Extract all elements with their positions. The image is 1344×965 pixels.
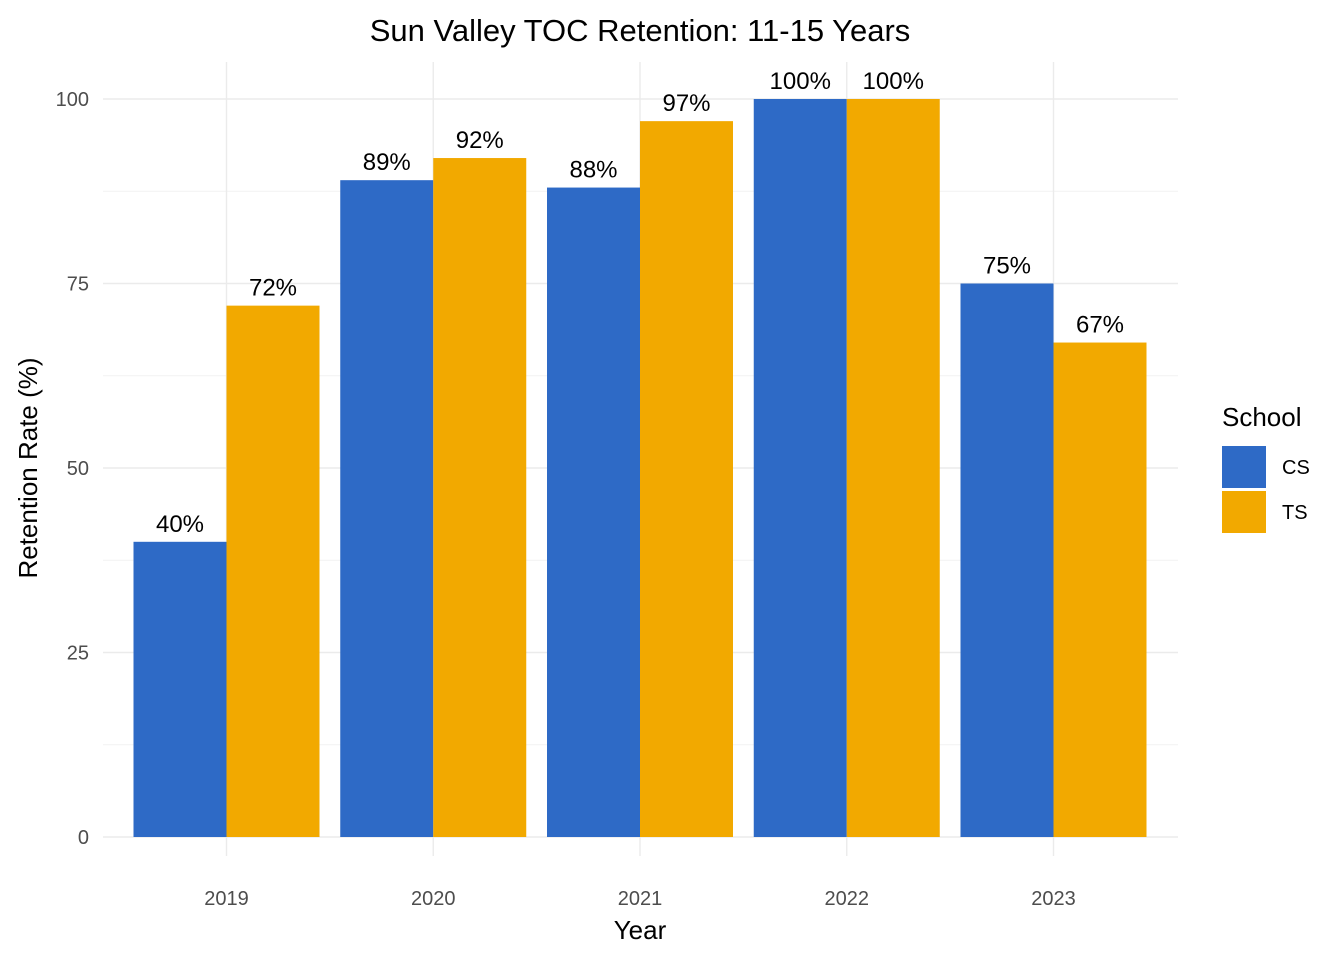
bar-ts-2023 bbox=[1053, 342, 1147, 837]
data-labels: 40% 89% 88% 100% 75% 72% 92% 97% 100% 67% bbox=[156, 68, 1124, 538]
y-tick-label: 25 bbox=[67, 643, 89, 665]
y-tick-label: 75 bbox=[67, 274, 89, 296]
bars bbox=[133, 99, 1147, 838]
y-axis-title: Retention Rate (%) bbox=[13, 357, 43, 578]
legend: School CS TS bbox=[1222, 402, 1310, 533]
x-tick-label: 2020 bbox=[411, 888, 456, 910]
x-tick-label: 2021 bbox=[618, 888, 663, 910]
y-axis-ticks: 0 25 50 75 100 bbox=[56, 89, 89, 849]
chart-title: Sun Valley TOC Retention: 11-15 Years bbox=[370, 13, 911, 48]
data-label-cs-2020: 89% bbox=[363, 149, 411, 176]
legend-items: CS TS bbox=[1222, 446, 1310, 533]
data-label-ts-2023: 67% bbox=[1076, 312, 1124, 339]
bar-cs-2021 bbox=[547, 187, 640, 837]
bar-ts-2022 bbox=[846, 99, 940, 837]
x-tick-label: 2019 bbox=[204, 888, 249, 910]
bar-cs-2022 bbox=[753, 99, 847, 837]
data-label-cs-2021: 88% bbox=[569, 157, 617, 184]
data-label-ts-2019: 72% bbox=[249, 275, 297, 302]
data-label-cs-2022: 100% bbox=[770, 68, 831, 95]
bar-cs-2019 bbox=[133, 541, 227, 837]
x-tick-label: 2022 bbox=[825, 888, 870, 910]
bar-cs-2023 bbox=[960, 283, 1054, 837]
bar-ts-2019 bbox=[226, 305, 320, 837]
bar-cs-2020 bbox=[340, 180, 434, 837]
legend-label-ts: TS bbox=[1282, 502, 1308, 524]
x-axis-ticks: 2019 2020 2021 2022 2023 bbox=[204, 888, 1076, 910]
bar-ts-2020 bbox=[433, 158, 527, 838]
y-tick-label: 0 bbox=[78, 827, 89, 849]
legend-title: School bbox=[1222, 402, 1302, 432]
data-label-cs-2019: 40% bbox=[156, 511, 204, 538]
y-tick-label: 50 bbox=[67, 458, 89, 480]
data-label-cs-2023: 75% bbox=[983, 253, 1031, 280]
y-tick-label: 100 bbox=[56, 89, 89, 111]
data-label-ts-2021: 97% bbox=[662, 90, 710, 117]
x-tick-label: 2023 bbox=[1031, 888, 1076, 910]
data-label-ts-2022: 100% bbox=[863, 68, 924, 95]
x-axis-title: Year bbox=[614, 915, 667, 945]
legend-key-ts bbox=[1222, 491, 1266, 533]
legend-key-cs bbox=[1222, 446, 1266, 488]
data-label-ts-2020: 92% bbox=[456, 127, 504, 154]
bar-ts-2021 bbox=[640, 121, 733, 837]
legend-label-cs: CS bbox=[1282, 457, 1310, 479]
